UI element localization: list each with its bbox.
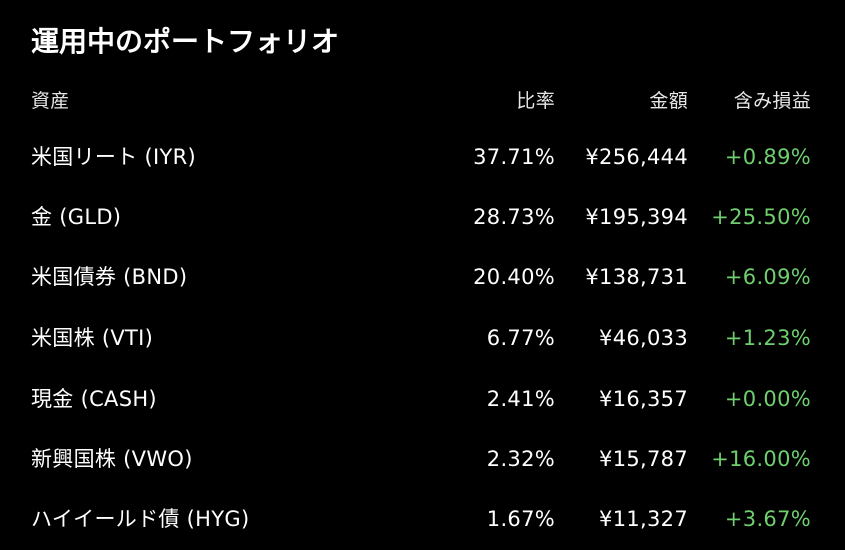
- table-row[interactable]: ハイイールド債 (HYG) 1.67% ¥11,327 +3.67%: [0, 499, 845, 539]
- asset-ratio: 2.41%: [486, 387, 555, 411]
- asset-amount: ¥195,394: [585, 205, 688, 229]
- table-row[interactable]: 米国債券 (BND) 20.40% ¥138,731 +6.09%: [0, 257, 845, 297]
- asset-amount: ¥46,033: [599, 326, 688, 350]
- asset-ratio: 2.32%: [486, 447, 555, 471]
- table-row[interactable]: 金 (GLD) 28.73% ¥195,394 +25.50%: [0, 197, 845, 237]
- asset-amount: ¥15,787: [599, 447, 688, 471]
- asset-amount: ¥256,444: [585, 145, 688, 169]
- asset-pnl: +25.50%: [711, 205, 811, 229]
- asset-ratio: 20.40%: [473, 265, 555, 289]
- asset-name: 新興国株 (VWO): [31, 447, 193, 471]
- asset-ratio: 6.77%: [486, 326, 555, 350]
- asset-amount: ¥138,731: [585, 265, 688, 289]
- asset-pnl: +3.67%: [724, 507, 811, 531]
- asset-pnl: +0.00%: [724, 387, 811, 411]
- asset-pnl: +0.89%: [724, 145, 811, 169]
- asset-name: 金 (GLD): [31, 205, 122, 229]
- asset-amount: ¥11,327: [599, 507, 688, 531]
- asset-pnl: +16.00%: [711, 447, 811, 471]
- asset-ratio: 37.71%: [473, 145, 555, 169]
- table-row[interactable]: 現金 (CASH) 2.41% ¥16,357 +0.00%: [0, 379, 845, 419]
- column-header-pnl: 含み損益: [733, 90, 811, 112]
- column-header-ratio: 比率: [516, 90, 555, 112]
- table-row[interactable]: 米国株 (VTI) 6.77% ¥46,033 +1.23%: [0, 318, 845, 358]
- table-row[interactable]: 新興国株 (VWO) 2.32% ¥15,787 +16.00%: [0, 439, 845, 479]
- asset-pnl: +6.09%: [724, 265, 811, 289]
- column-header-asset: 資産: [31, 90, 70, 112]
- asset-name: 米国株 (VTI): [31, 326, 154, 350]
- asset-pnl: +1.23%: [724, 326, 811, 350]
- asset-ratio: 1.67%: [486, 507, 555, 531]
- asset-name: 米国債券 (BND): [31, 265, 188, 289]
- asset-amount: ¥16,357: [599, 387, 688, 411]
- asset-name: 現金 (CASH): [31, 387, 157, 411]
- table-header-row: 資産 比率 金額 含み損益: [0, 81, 845, 121]
- asset-name: ハイイールド債 (HYG): [31, 507, 250, 531]
- page-title: 運用中のポートフォリオ: [31, 25, 340, 58]
- table-row[interactable]: 米国リート (IYR) 37.71% ¥256,444 +0.89%: [0, 137, 845, 177]
- asset-name: 米国リート (IYR): [31, 145, 196, 169]
- column-header-amount: 金額: [649, 90, 688, 112]
- asset-ratio: 28.73%: [473, 205, 555, 229]
